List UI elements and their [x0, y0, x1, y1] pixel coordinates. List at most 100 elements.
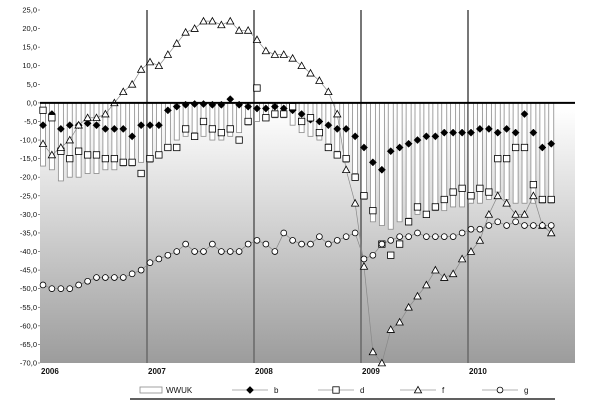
series-d-point [467, 192, 475, 200]
series-d-point [458, 184, 466, 192]
series-g-point [458, 229, 466, 237]
series-f-point [74, 120, 83, 129]
series-b-point [368, 158, 377, 167]
series-d-point [315, 129, 323, 137]
series-b-point [413, 136, 422, 145]
series-g-point [218, 248, 225, 255]
series-d-point [128, 158, 136, 166]
series-g-point [316, 233, 323, 240]
series-f-point [65, 135, 75, 144]
series-f-point [324, 87, 333, 96]
series-f-point [413, 291, 422, 300]
series-b-point [395, 143, 404, 152]
series-f-point [439, 273, 449, 281]
wwuk-bar [387, 102, 394, 230]
series-f-point [270, 50, 280, 58]
series-g-point [432, 233, 439, 240]
series-f-point [279, 50, 289, 58]
y-tick-label: 20,0 [22, 24, 37, 33]
wwuk-bar [441, 102, 448, 212]
wwuk-bar [138, 102, 145, 163]
series-d-point [422, 210, 430, 218]
series-d-point [164, 143, 172, 152]
series-g-point [530, 222, 537, 229]
legend-marker-b [246, 386, 254, 394]
series-d-point [155, 151, 163, 159]
series-d-point [547, 195, 555, 204]
series-f-point [163, 50, 173, 58]
series-g-point [503, 222, 510, 229]
y-tick-label: 15,0 [22, 43, 37, 52]
series-d-point [119, 158, 127, 166]
series-g-point [440, 233, 448, 240]
x-tick-label: 2010 [469, 367, 487, 376]
series-g-point [226, 248, 234, 255]
series-g-point [289, 237, 296, 244]
series-f-point [511, 209, 520, 218]
series-d-point [520, 143, 529, 152]
series-b-point [458, 128, 467, 137]
wwuk-bar [405, 102, 412, 219]
series-g-point [75, 281, 82, 289]
series-d-point [396, 240, 404, 248]
series-b-point [137, 121, 146, 130]
series-b-point [261, 104, 270, 113]
legend-marker-f [413, 385, 423, 394]
series-lines [42, 20, 552, 364]
legend-label-wwuk: WWUK [166, 386, 193, 395]
series-f-point [475, 235, 485, 244]
series-b-point [493, 128, 502, 137]
series-b-point [244, 102, 253, 111]
series-g-point [262, 240, 270, 248]
series-d-point [137, 169, 145, 178]
legend-swatch-wwuk [139, 386, 163, 394]
series-b-point [404, 139, 413, 148]
series-g-line [42, 221, 552, 290]
series-b-point [56, 124, 65, 133]
series-g-point [253, 237, 261, 244]
series-f-point [47, 150, 57, 159]
series-markers [38, 16, 556, 367]
series-f-point [546, 228, 556, 237]
x-axis-ticks: 2006 2007 2008 2009 2010 [41, 367, 487, 376]
series-g-point [369, 251, 377, 259]
series-b-point [128, 132, 137, 141]
gridlines [146, 10, 469, 363]
series-f-point [288, 53, 297, 62]
wwuk-bar [512, 102, 519, 204]
series-g-point [182, 240, 189, 248]
wwuk-bar [485, 102, 492, 200]
series-g-point [66, 285, 74, 292]
series-g-point [387, 237, 395, 244]
series-b-point [484, 124, 493, 133]
series-f-point [208, 16, 217, 25]
series-d-point [191, 132, 199, 140]
wwuk-bar [548, 102, 555, 204]
series-g-point [423, 233, 430, 240]
series-b-point [449, 128, 458, 137]
series-d-point [110, 155, 118, 163]
series-b-point [475, 124, 484, 133]
series-f-point [529, 191, 538, 200]
series-f-point [83, 113, 92, 122]
series-f-point [199, 16, 208, 25]
y-tick-label: -50,0 [20, 284, 37, 293]
series-f-point [234, 26, 244, 34]
series-d-point [92, 151, 101, 159]
series-g-point [173, 248, 181, 255]
series-g-point [39, 281, 47, 289]
y-tick-label: -45,0 [20, 266, 37, 275]
series-g-point [235, 248, 243, 255]
series-g-point [298, 240, 305, 248]
series-f-point [431, 265, 440, 274]
series-g-point [378, 240, 386, 248]
series-d-point [440, 195, 448, 204]
series-b-point [92, 121, 101, 130]
series-f-point [368, 347, 378, 356]
series-g-point [485, 222, 493, 229]
series-f-point [172, 39, 182, 47]
series-f-point [448, 269, 458, 278]
y-tick-label: -60,0 [20, 321, 37, 330]
series-b-point [101, 124, 110, 133]
series-f-point [350, 198, 360, 207]
